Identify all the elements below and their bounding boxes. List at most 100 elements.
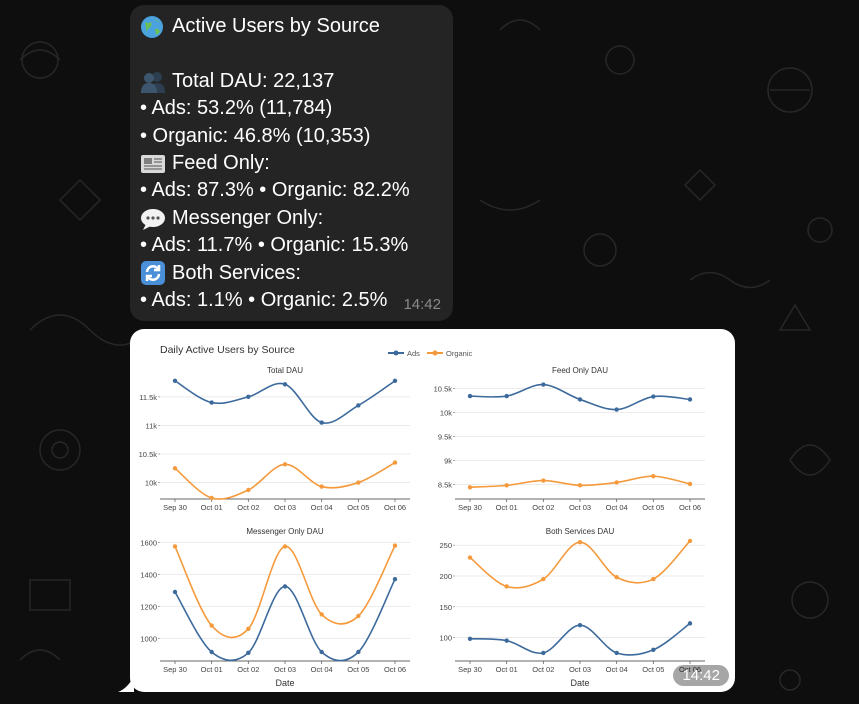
image-message-bubble[interactable]: Daily Active Users by Source Ads Organic To…	[130, 329, 735, 692]
data-point-organic	[282, 462, 288, 467]
chart-image[interactable]: Daily Active Users by Source Ads Organic To…	[130, 329, 735, 692]
message-line-text: Feed Only:	[172, 152, 270, 175]
x-tick-label: Oct 04	[606, 665, 628, 674]
subplot-title: Total DAU	[267, 366, 303, 375]
x-tick-label: Oct 06	[384, 665, 406, 674]
data-point-ads	[577, 397, 583, 402]
data-point-organic	[319, 484, 324, 489]
message-line-text: • Ads: 53.2% (11,784)	[140, 97, 333, 120]
legend-marker	[393, 350, 399, 356]
data-point-organic	[651, 576, 656, 582]
y-tick-label: 200	[439, 572, 452, 581]
data-point-ads	[614, 650, 619, 656]
y-tick-label: 10.5k	[139, 450, 158, 459]
series-line-organic	[174, 545, 396, 639]
subplot-title: Feed Only DAU	[552, 366, 608, 375]
x-tick-label: Oct 01	[496, 665, 518, 674]
data-point-organic	[651, 474, 656, 479]
x-tick-label: Oct 05	[642, 503, 664, 512]
series-line-ads	[174, 380, 396, 424]
data-point-ads	[282, 584, 288, 589]
y-tick-label: 1400	[140, 570, 157, 579]
legend-label: Organic	[446, 349, 473, 358]
x-tick-label: Oct 06	[679, 503, 701, 512]
data-point-organic	[209, 495, 214, 501]
data-point-organic	[392, 543, 398, 548]
x-tick-label: Oct 05	[347, 665, 369, 674]
chart-title: Daily Active Users by Source	[160, 344, 295, 356]
data-point-organic	[687, 538, 693, 544]
data-point-ads	[687, 397, 693, 402]
y-tick-label: 10k	[145, 479, 157, 488]
x-tick-label: Oct 05	[642, 665, 664, 674]
data-point-organic	[356, 613, 361, 619]
y-tick-label: 100	[439, 634, 452, 643]
x-tick-label: Oct 02	[532, 665, 554, 674]
data-point-ads	[209, 649, 214, 655]
series-line-ads	[469, 622, 691, 656]
data-point-ads	[356, 403, 361, 408]
message-line-text: • Organic: 46.8% (10,353)	[140, 124, 371, 147]
y-tick-label: 11.5k	[139, 393, 157, 402]
y-tick-label: 1000	[140, 634, 157, 643]
globe-icon	[140, 15, 168, 38]
series-line-organic	[469, 540, 691, 589]
data-point-ads	[282, 382, 288, 387]
data-point-organic	[282, 544, 288, 549]
x-tick-label: Oct 02	[237, 665, 259, 674]
data-point-ads	[467, 636, 473, 641]
y-tick-label: 11k	[145, 421, 157, 430]
text-message-bubble[interactable]: Active Users by Source Total DAU: 22,137 •…	[130, 5, 453, 321]
data-point-organic	[356, 480, 361, 485]
y-tick-label: 10k	[440, 408, 452, 417]
data-point-organic	[614, 480, 619, 485]
x-tick-label: Oct 03	[274, 503, 296, 512]
data-point-organic	[614, 575, 619, 580]
data-point-ads	[504, 393, 509, 399]
message-line: • Ads: 1.1% • Organic: 2.5%	[140, 287, 443, 314]
x-axis-title: Date	[275, 678, 294, 688]
data-point-ads	[467, 393, 473, 399]
message-line: • Ads: 87.3% • Organic: 82.2%	[140, 177, 443, 204]
x-tick-label: Oct 02	[237, 503, 259, 512]
message-line-text: • Ads: 11.7% • Organic: 15.3%	[140, 234, 409, 257]
data-point-ads	[541, 650, 546, 656]
data-point-organic	[392, 460, 398, 465]
legend-label: Ads	[407, 349, 420, 358]
data-point-ads	[651, 647, 656, 653]
message-line: Total DAU: 22,137	[140, 68, 443, 95]
y-tick-label: 150	[439, 603, 452, 612]
data-point-organic	[172, 544, 178, 549]
data-point-ads	[209, 400, 214, 405]
message-line-text: Both Services:	[172, 261, 301, 284]
message-line: Feed Only:	[140, 150, 443, 177]
refresh-icon	[140, 261, 168, 286]
x-tick-label: Oct 01	[201, 503, 223, 512]
y-tick-label: 1200	[140, 602, 157, 611]
data-point-ads	[504, 638, 509, 643]
data-point-ads	[319, 420, 324, 425]
newspaper-icon	[140, 153, 168, 175]
data-point-organic	[172, 466, 178, 471]
bubble-tail	[118, 676, 134, 692]
message-line: Active Users by Source	[140, 13, 443, 40]
message-line-text: Active Users by Source	[172, 15, 380, 37]
message-line: Both Services:	[140, 260, 443, 287]
y-tick-label: 8.5k	[438, 480, 452, 489]
data-point-ads	[172, 589, 178, 595]
message-line-text: Messenger Only:	[172, 206, 324, 229]
data-point-ads	[172, 378, 178, 384]
x-tick-label: Sep 30	[458, 503, 482, 512]
x-tick-label: Oct 04	[606, 503, 628, 512]
data-point-organic	[687, 481, 693, 487]
data-point-ads	[541, 382, 546, 387]
message-line-text: • Ads: 1.1% • Organic: 2.5%	[140, 289, 388, 312]
message-line	[140, 40, 443, 67]
x-tick-label: Oct 05	[347, 503, 369, 512]
message-line: • Ads: 11.7% • Organic: 15.3%	[140, 232, 443, 259]
data-point-organic	[541, 478, 546, 483]
data-point-ads	[246, 394, 251, 400]
x-tick-label: Oct 06	[384, 503, 406, 512]
message-line-text: • Ads: 87.3% • Organic: 82.2%	[140, 179, 410, 202]
